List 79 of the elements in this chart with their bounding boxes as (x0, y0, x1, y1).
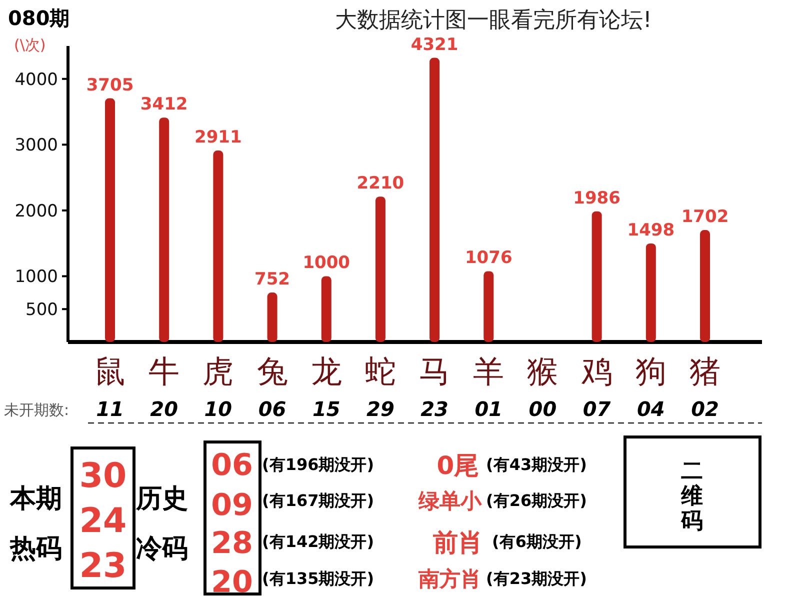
text: 06 (258, 397, 286, 421)
text: (有23期没开) (486, 569, 587, 588)
data-label: 4321 (410, 34, 458, 55)
text: 南方肖 (418, 567, 482, 591)
text: 10 (204, 397, 232, 421)
x-tick-label: 牛 (148, 354, 180, 390)
y-tick-label: 1000 (14, 267, 58, 288)
bar (430, 58, 440, 342)
text: 06 (211, 448, 253, 483)
text: (有142期没开) (262, 532, 374, 551)
text: 20 (150, 397, 178, 421)
text: 09 (211, 488, 253, 523)
text: 绿单小 (418, 489, 482, 513)
y-axis-title: (\次) (14, 36, 46, 54)
x-tick-label: 虎 (202, 354, 234, 390)
bar (592, 211, 602, 342)
text: (有26期没开) (486, 491, 587, 510)
text: 热码 (9, 534, 62, 564)
data-label: 1076 (464, 248, 512, 268)
x-tick-label: 蛇 (364, 354, 396, 390)
data-label: 1498 (627, 220, 675, 240)
text: 24 (79, 501, 127, 541)
text: 29 (366, 397, 394, 421)
text: (有6期没开) (492, 532, 582, 551)
y-tick-label: 3000 (14, 136, 58, 156)
text: 二维码 (680, 459, 703, 534)
text: 未开期数: (4, 401, 70, 419)
data-label: 1702 (681, 207, 729, 228)
text: 23 (79, 546, 127, 586)
data-label: 3412 (140, 94, 188, 115)
text: 冷码 (136, 534, 188, 564)
text: (有167期没开) (262, 491, 374, 510)
text: 20 (211, 565, 253, 600)
text: (有43期没开) (486, 455, 587, 474)
data-label: 1986 (573, 188, 620, 208)
bar (105, 98, 115, 342)
bar (159, 118, 170, 342)
x-tick-label: 猴 (527, 354, 558, 390)
data-label: 752 (254, 270, 290, 290)
text: 02 (691, 397, 719, 421)
x-tick-label: 羊 (473, 354, 504, 390)
data-label: 2911 (194, 128, 242, 148)
text: 历史 (135, 484, 188, 514)
text: 本期 (9, 484, 62, 514)
bar (700, 230, 710, 342)
text: 23 (420, 397, 448, 421)
x-tick-label: 龙 (310, 354, 342, 390)
text: 前肖 (432, 528, 483, 557)
x-tick-label: 猪 (690, 354, 720, 390)
bar (267, 292, 278, 342)
x-tick-label: 鼠 (94, 354, 126, 390)
text: 01 (474, 397, 503, 421)
data-label: 1000 (302, 253, 350, 274)
text: 15 (312, 397, 340, 421)
y-tick-label: 2000 (14, 201, 58, 222)
text: 04 (636, 397, 665, 421)
x-tick-label: 鸡 (580, 354, 612, 390)
text: 11 (96, 397, 124, 421)
y-tick-label: 500 (26, 300, 58, 320)
bar (646, 243, 656, 342)
y-tick-label: 4000 (14, 70, 58, 90)
bar (375, 196, 386, 342)
text: 00 (528, 397, 557, 421)
bar (321, 276, 332, 342)
bar (213, 150, 224, 342)
data-label: 3705 (86, 75, 134, 96)
chart-title: 080期 (8, 6, 70, 30)
text: 0尾 (436, 451, 480, 480)
x-tick-label: 狗 (635, 354, 666, 390)
x-tick-label: 马 (419, 354, 450, 390)
text: (有196期没开) (262, 455, 374, 474)
text: 07 (582, 397, 611, 421)
text: 28 (211, 526, 253, 561)
data-label: 2210 (356, 174, 404, 194)
bar (484, 271, 494, 342)
text: (有135期没开) (262, 569, 374, 588)
text: 30 (79, 456, 127, 496)
chart-subtitle: 大数据统计图一眼看完所有论坛! (335, 8, 652, 33)
x-tick-label: 兔 (256, 354, 288, 390)
